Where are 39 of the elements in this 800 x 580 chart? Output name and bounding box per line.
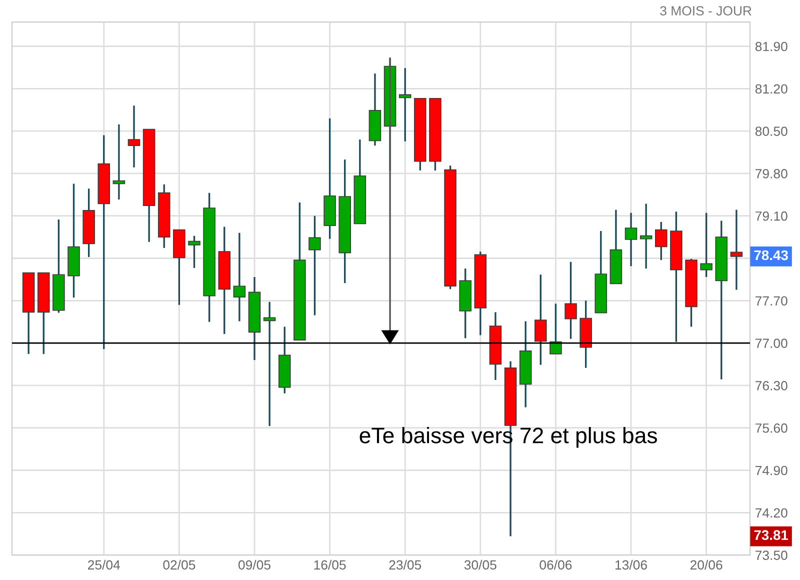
x-tick-label: 09/05 xyxy=(238,560,270,570)
y-tick-label: 79.80 xyxy=(756,169,788,178)
x-tick-label: 06/06 xyxy=(540,560,572,570)
candlestick xyxy=(128,104,140,168)
y-tick-label: 74.20 xyxy=(756,508,788,518)
x-tick-label: 16/05 xyxy=(314,560,346,570)
candlestick xyxy=(700,212,712,278)
x-tick-label: 20/06 xyxy=(690,560,722,570)
candlestick xyxy=(112,124,126,200)
y-tick-label: 75.60 xyxy=(756,423,788,433)
candlestick xyxy=(624,212,638,267)
candlestick xyxy=(564,261,577,340)
candlestick xyxy=(640,202,652,270)
x-tick-label: 13/06 xyxy=(616,560,647,570)
annotation: 78.43 xyxy=(754,250,788,260)
y-tick-label: 77.00 xyxy=(756,338,788,348)
y-tick-label: 74.90 xyxy=(756,466,788,476)
chart-subtitle: 3 MOIS - JOUR xyxy=(660,6,752,16)
y-tick-label: 77.70 xyxy=(756,296,788,306)
y-tick-label: 81.90 xyxy=(755,42,788,52)
x-tick-label: 30/05 xyxy=(464,560,496,570)
candlestick xyxy=(188,235,200,269)
y-tick-label: 81.20 xyxy=(755,84,788,94)
candlestick xyxy=(534,274,547,366)
y-tick-label: 73.50 xyxy=(756,550,788,560)
y-tick-label: 76.30 xyxy=(756,381,788,390)
annotation: 73.81 xyxy=(754,530,788,540)
y-tick-label: 80.50 xyxy=(755,126,788,136)
y-tick-label: 79.10 xyxy=(756,211,788,221)
x-tick-label: 02/05 xyxy=(163,560,196,570)
candlestick xyxy=(308,215,321,316)
x-tick-label: 23/05 xyxy=(389,560,422,570)
candlestick xyxy=(398,67,412,142)
candlestick xyxy=(730,208,743,291)
candlestick xyxy=(263,301,276,427)
candlestick xyxy=(550,302,562,355)
candlestick xyxy=(233,232,246,322)
candlestick xyxy=(654,221,668,261)
x-tick-label: 25/04 xyxy=(88,560,120,570)
